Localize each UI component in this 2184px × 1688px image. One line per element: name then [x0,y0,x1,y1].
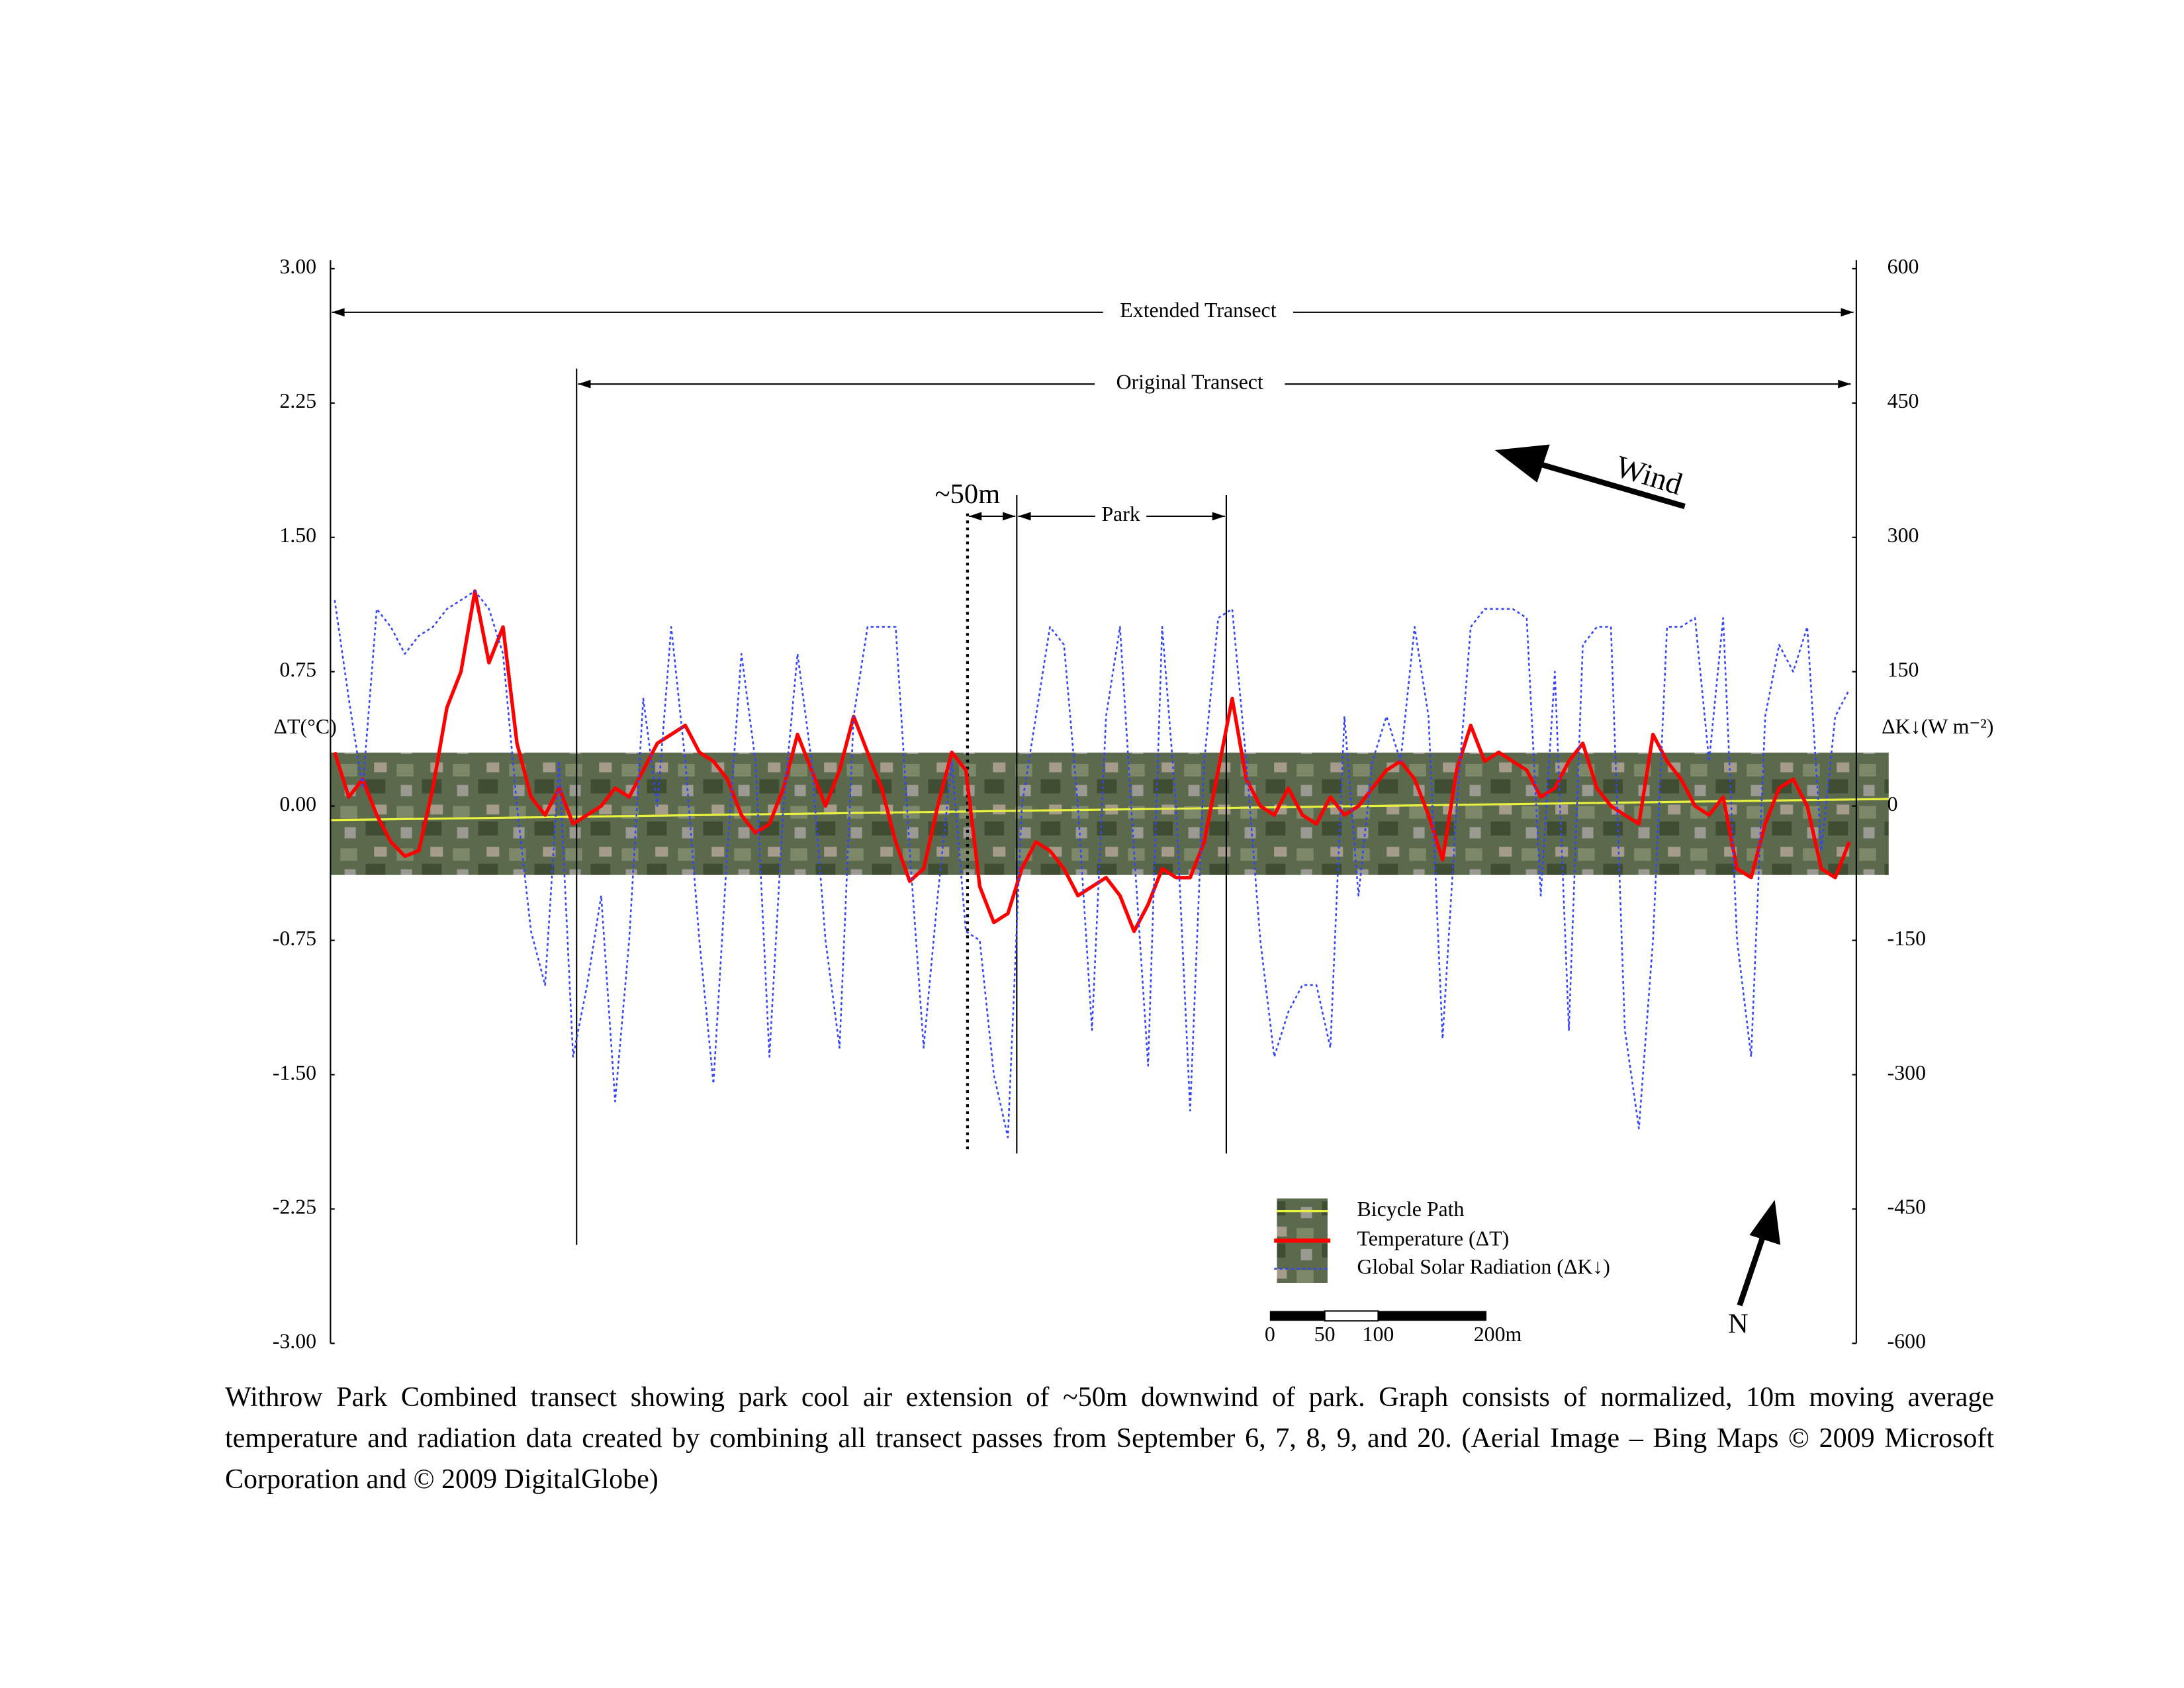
arrow-head [1838,379,1851,389]
scale-label: 50 [1314,1323,1336,1346]
label-bg [1095,371,1285,397]
north-arrow: N [1728,1199,1781,1340]
north-head [1749,1199,1781,1245]
y-tick-label: 2.25 [279,389,316,412]
y-tick-label: 1.50 [279,524,316,547]
scale-label: 100 [1363,1323,1394,1346]
annotation: ~50m [935,479,1001,510]
scale-seg [1378,1311,1487,1321]
label-bg [1103,299,1294,325]
wind-shaft [1525,457,1686,510]
scale-bar [1269,1310,1487,1322]
scale-label: 0 [1265,1323,1275,1346]
bicycle-path [330,798,1889,821]
y2-tick-label: -150 [1888,927,1926,950]
y-tick-label: -3.00 [273,1330,316,1353]
arrow-head [1212,512,1225,521]
y2-tick-label: -600 [1888,1330,1926,1353]
series-line [334,590,1850,1139]
wind-arrow: Wind [1494,444,1686,510]
y2-tick-label: 300 [1888,524,1919,547]
y2-tick-label: 450 [1888,389,1919,412]
aerial-image [330,752,1889,875]
arrow-head [1003,512,1016,521]
y2-tick-label: -450 [1888,1196,1926,1219]
y-tick-label: 3.00 [279,255,316,278]
y2-label: ΔK↓(W m⁻²) [1882,715,1993,738]
label-bg [1095,503,1147,530]
scale-seg [1269,1311,1325,1321]
y2-tick-label: 600 [1888,255,1919,278]
y-tick-label: -2.25 [273,1196,316,1219]
annotation: Original Transect [1116,370,1263,393]
legend-label: Global Solar Radiation (ΔK↓) [1357,1255,1610,1278]
y2-tick-label: -300 [1888,1061,1926,1084]
arrow-head [969,512,982,521]
annotation: Extended Transect [1120,299,1276,322]
y-tick-label: -0.75 [273,927,316,950]
y-label: ΔT(°C) [274,715,337,738]
caption: Withrow Park Combined transect showing p… [225,1382,1994,1495]
y-tick-label: -1.50 [273,1061,316,1084]
arrow-head [1841,308,1854,317]
scale-seg [1324,1310,1379,1322]
legend-label: Bicycle Path [1357,1197,1465,1221]
y2-tick-label: 0 [1888,792,1898,816]
y2-tick-label: 150 [1888,658,1919,681]
series-line [333,589,1851,933]
y-tick-label: 0.00 [279,792,316,816]
arrow-head [332,308,345,317]
legend-label: Temperature (ΔT) [1357,1227,1510,1250]
y-tick-label: 0.75 [279,658,316,681]
wind-head [1494,444,1550,483]
scale-label: 200m [1474,1323,1522,1346]
arrow-head [1018,512,1031,521]
arrow-head [578,379,591,389]
north-label: N [1728,1309,1749,1340]
north-shaft [1737,1225,1769,1307]
annotation: Park [1101,502,1140,526]
